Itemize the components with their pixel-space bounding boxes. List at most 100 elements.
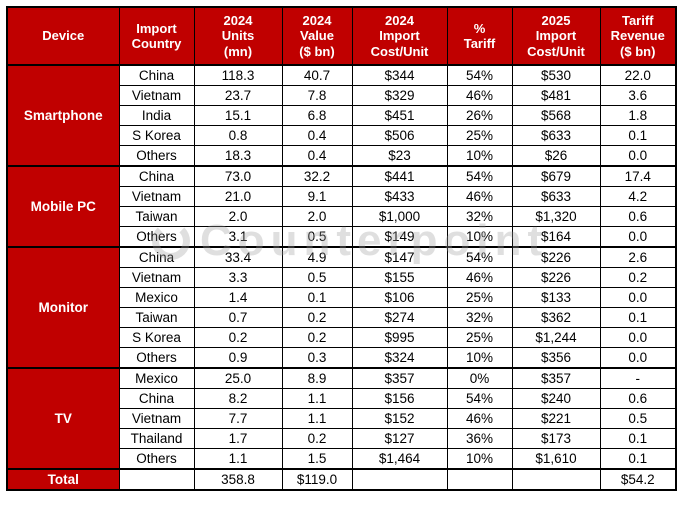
device-cell: Monitor <box>6 246 120 369</box>
value-cell: 1.5 <box>281 448 353 470</box>
cost2025-cell: $530 <box>511 64 601 86</box>
cost2024-cell: $329 <box>351 85 448 106</box>
cost2024-cell: $274 <box>351 307 448 328</box>
table-header: Device Import Country 2024 Units (mn) 20… <box>6 6 677 66</box>
total-row: Total 358.8 $119.0 $54.2 <box>6 468 677 491</box>
device-cell: TV <box>6 367 120 470</box>
cost2025-cell: $356 <box>511 347 601 369</box>
table-row: Monitor China 33.4 4.9 $147 54% $226 2.6 <box>6 246 677 369</box>
country-cell: Taiwan <box>118 206 195 227</box>
tariff-cell: 46% <box>446 267 513 288</box>
cost2024-cell: $155 <box>351 267 448 288</box>
revenue-cell: 0.2 <box>599 267 677 288</box>
tariff-cell: 32% <box>446 307 513 328</box>
country-cell: Vietnam <box>118 186 195 207</box>
tariff-cell: 25% <box>446 125 513 146</box>
table-row: Mobile PC China 73.0 32.2 $441 54% $679 17.4 <box>6 165 677 248</box>
tariff-cell: 54% <box>446 388 513 409</box>
units-cell: 0.2 <box>193 327 283 348</box>
value-cell: 6.8 <box>281 105 353 126</box>
value-cell: 1.1 <box>281 388 353 409</box>
total-tariff-cell <box>446 468 513 491</box>
cost2024-cell: $106 <box>351 287 448 308</box>
country-cell: China <box>118 64 195 86</box>
country-cell: Vietnam <box>118 267 195 288</box>
revenue-cell: 0.0 <box>599 347 677 369</box>
table-row: Smartphone China 118.3 40.7 $344 54% $530 22.0 <box>6 64 677 167</box>
table-row: Others 3.1 0.5 $149 10% $164 0.0 <box>7 226 677 248</box>
cost2024-cell: $324 <box>351 347 448 369</box>
cost2025-cell: $481 <box>511 85 601 106</box>
cost2025-cell: $633 <box>511 186 601 207</box>
country-cell: India <box>118 105 195 126</box>
revenue-cell: 0.5 <box>599 408 677 429</box>
tariff-cell: 26% <box>446 105 513 126</box>
tariff-cell: 46% <box>446 186 513 207</box>
units-cell: 25.0 <box>193 367 283 389</box>
cost2024-cell: $152 <box>351 408 448 429</box>
table-row: Vietnam 7.7 1.1 $152 46% $221 0.5 <box>7 408 677 429</box>
units-cell: 21.0 <box>193 186 283 207</box>
country-cell: Thailand <box>118 428 195 449</box>
units-cell: 8.2 <box>193 388 283 409</box>
revenue-cell: 0.0 <box>599 226 677 248</box>
cost2024-cell: $433 <box>351 186 448 207</box>
total-value-cell: $119.0 <box>281 468 353 491</box>
cost2024-cell: $1,464 <box>351 448 448 470</box>
units-cell: 18.3 <box>193 145 283 167</box>
units-cell: 15.1 <box>193 105 283 126</box>
cost2025-cell: $1,244 <box>511 327 601 348</box>
header-2025-cost-unit: 2025 Import Cost/Unit <box>511 6 601 66</box>
country-cell: Vietnam <box>118 408 195 429</box>
cost2024-cell: $127 <box>351 428 448 449</box>
units-cell: 118.3 <box>193 64 283 86</box>
units-cell: 33.4 <box>193 246 283 268</box>
cost2025-cell: $240 <box>511 388 601 409</box>
cost2025-cell: $133 <box>511 287 601 308</box>
cost2024-cell: $995 <box>351 327 448 348</box>
revenue-cell: 22.0 <box>599 64 677 86</box>
country-cell: Vietnam <box>118 85 195 106</box>
table-row: Thailand 1.7 0.2 $127 36% $173 0.1 <box>7 428 677 449</box>
revenue-cell: 4.2 <box>599 186 677 207</box>
cost2024-cell: $344 <box>351 64 448 86</box>
tariff-cell: 46% <box>446 408 513 429</box>
tariff-cell: 10% <box>446 448 513 470</box>
cost2025-cell: $568 <box>511 105 601 126</box>
tariff-cell: 25% <box>446 327 513 348</box>
header-pct-tariff: % Tariff <box>446 6 513 66</box>
units-cell: 73.0 <box>193 165 283 187</box>
table-body: Smartphone China 118.3 40.7 $344 54% $530 22.0 V… <box>6 64 677 491</box>
revenue-cell: 17.4 <box>599 165 677 187</box>
country-cell: Others <box>118 145 195 167</box>
value-cell: 7.8 <box>281 85 353 106</box>
cost2024-cell: $23 <box>351 145 448 167</box>
table-row: S Korea 0.8 0.4 $506 25% $633 0.1 <box>7 125 677 146</box>
value-cell: 0.2 <box>281 307 353 328</box>
tariff-cell: 54% <box>446 165 513 187</box>
device-cell: Mobile PC <box>6 165 120 248</box>
value-cell: 0.1 <box>281 287 353 308</box>
value-cell: 0.5 <box>281 267 353 288</box>
tariff-cell: 54% <box>446 246 513 268</box>
total-cost2025-cell <box>511 468 601 491</box>
cost2024-cell: $147 <box>351 246 448 268</box>
revenue-cell: 0.1 <box>599 428 677 449</box>
units-cell: 23.7 <box>193 85 283 106</box>
units-cell: 7.7 <box>193 408 283 429</box>
revenue-cell: 0.1 <box>599 448 677 470</box>
total-revenue-cell: $54.2 <box>599 468 677 491</box>
cost2025-cell: $226 <box>511 246 601 268</box>
cost2025-cell: $357 <box>511 367 601 389</box>
header-device: Device <box>6 6 120 66</box>
tariff-cell: 54% <box>446 64 513 86</box>
tariff-cell: 0% <box>446 367 513 389</box>
cost2024-cell: $156 <box>351 388 448 409</box>
revenue-cell: 0.6 <box>599 206 677 227</box>
value-cell: 0.5 <box>281 226 353 248</box>
country-cell: Others <box>118 226 195 248</box>
units-cell: 0.8 <box>193 125 283 146</box>
country-cell: Others <box>118 347 195 369</box>
value-cell: 40.7 <box>281 64 353 86</box>
